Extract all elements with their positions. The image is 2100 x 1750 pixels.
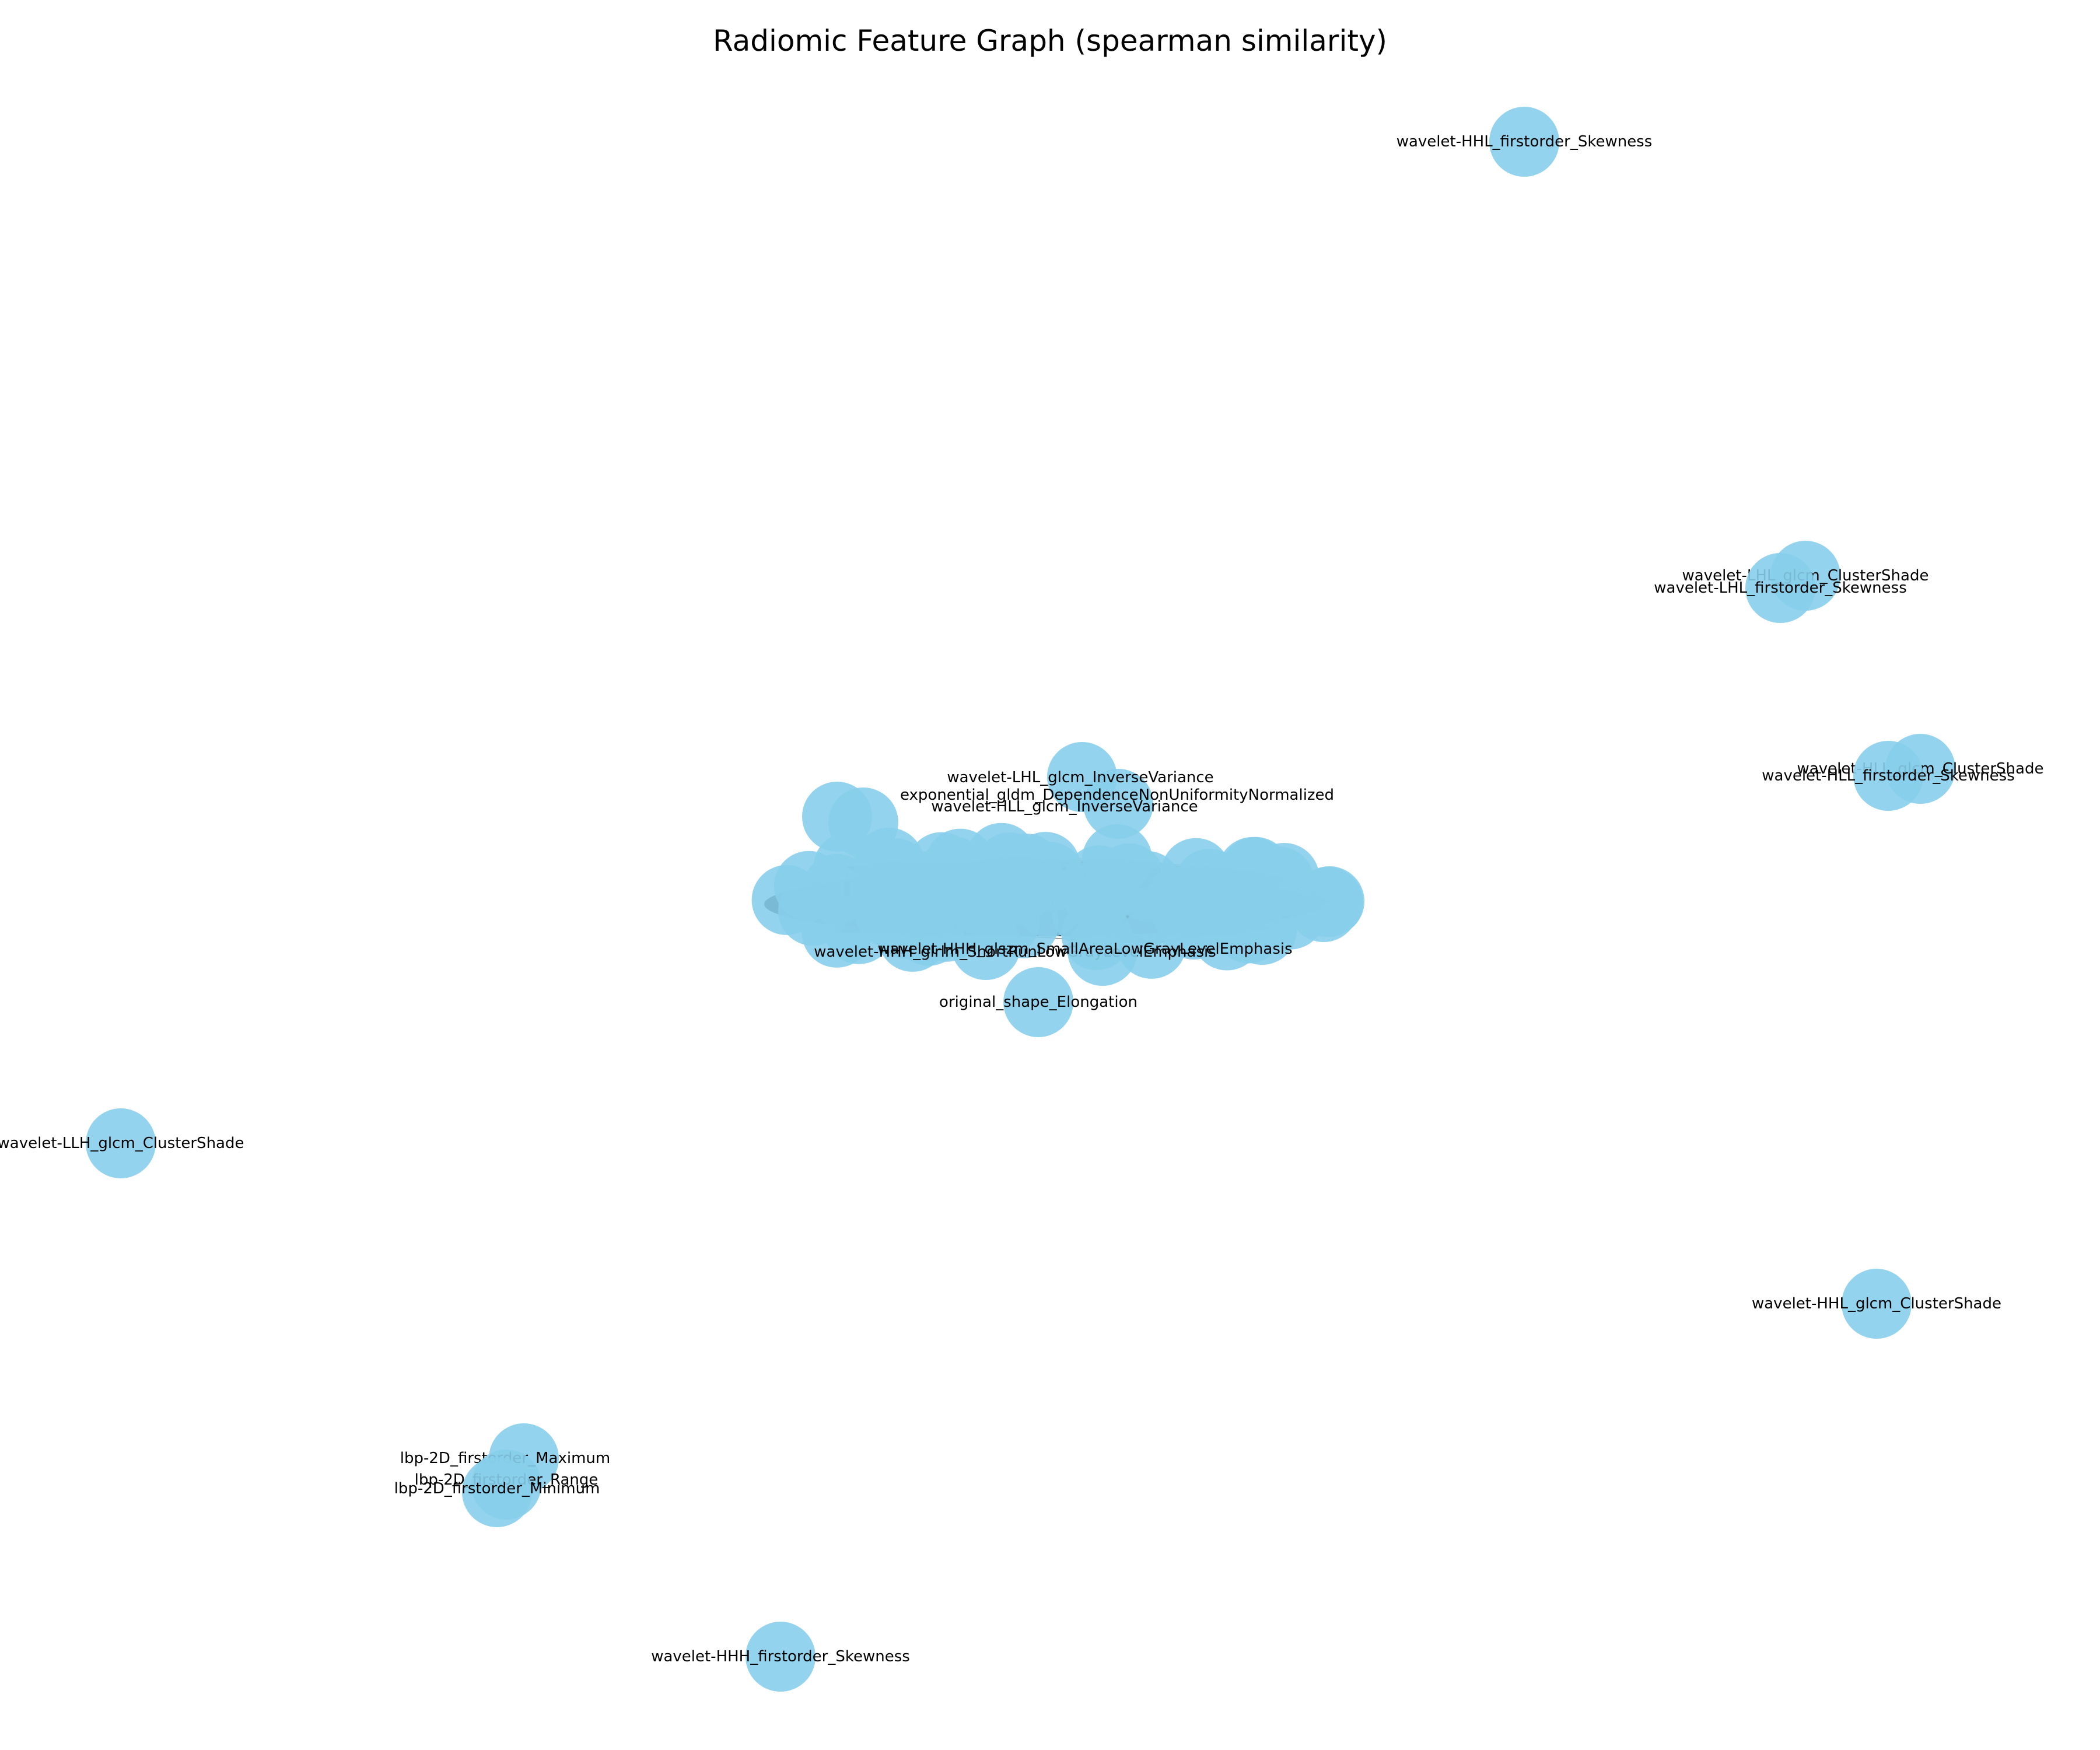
- node-label: wavelet-HHL_firstorder_Skewness: [1396, 133, 1653, 150]
- graph-node[interactable]: wavelet-HHH_glszm_SmallAreaLowGrayLevelE…: [877, 916, 1293, 986]
- graph-node[interactable]: wavelet-LHL_firstorder_Skewness: [1654, 553, 1907, 623]
- node-label: lbp-2D_firstorder_Minimum: [394, 1480, 600, 1497]
- node-label: wavelet-HLL_firstorder_Skewness: [1762, 767, 2015, 785]
- graph-node[interactable]: wavelet-HLL_glcm_InverseVariance: [828, 788, 1198, 858]
- cluster-node[interactable]: [1112, 850, 1182, 921]
- node-label: wavelet-HLL_glcm_InverseVariance: [931, 798, 1198, 816]
- graph-node[interactable]: wavelet-LLH_glcm_ClusterShade: [0, 1108, 244, 1178]
- node-label: original_shape_Elongation: [939, 993, 1138, 1011]
- node-label: wavelet-LHL_glcm_InverseVariance: [947, 769, 1213, 786]
- cluster-node[interactable]: [774, 850, 844, 921]
- cluster-node[interactable]: [1227, 895, 1297, 965]
- graph-node[interactable]: lbp-2D_firstorder_Minimum: [394, 1457, 600, 1527]
- node-label: wavelet-HHH_firstorder_Skewness: [651, 1648, 910, 1665]
- node-label: wavelet-LHL_firstorder_Skewness: [1654, 579, 1907, 597]
- node-label: wavelet-HHL_glcm_ClusterShade: [1752, 1295, 2001, 1312]
- node-label: wavelet-HHH_glszm_SmallAreaLowGrayLevelE…: [877, 940, 1292, 958]
- graph-node[interactable]: wavelet-HLL_firstorder_Skewness: [1762, 741, 2015, 811]
- graph-node[interactable]: original_shape_Elongation: [939, 967, 1138, 1037]
- node-label: wavelet-HHH_glrlm_ShortRunLowGrayLevelEm…: [814, 943, 1216, 961]
- node-label: exponential_gldm_DependenceNonUniformity…: [900, 786, 1334, 804]
- graph-node[interactable]: wavelet-HHL_firstorder_Skewness: [1396, 107, 1653, 177]
- graph-node[interactable]: wavelet-HHH_firstorder_Skewness: [651, 1622, 910, 1692]
- node-layer: wavelet-HHL_firstorder_Skewness wavelet-…: [0, 107, 2043, 1692]
- graph-node[interactable]: wavelet-HHH_glrlm_ShortRunLowGrayLevelEm…: [814, 910, 1216, 980]
- graph-title: Radiomic Feature Graph (spearman similar…: [713, 24, 1387, 58]
- graph-node[interactable]: wavelet-LHL_glcm_InverseVariance: [947, 742, 1214, 839]
- graph-node[interactable]: wavelet-HHL_glcm_ClusterShade: [1752, 1269, 2001, 1339]
- node-label: wavelet-LLH_glcm_ClusterShade: [0, 1135, 244, 1152]
